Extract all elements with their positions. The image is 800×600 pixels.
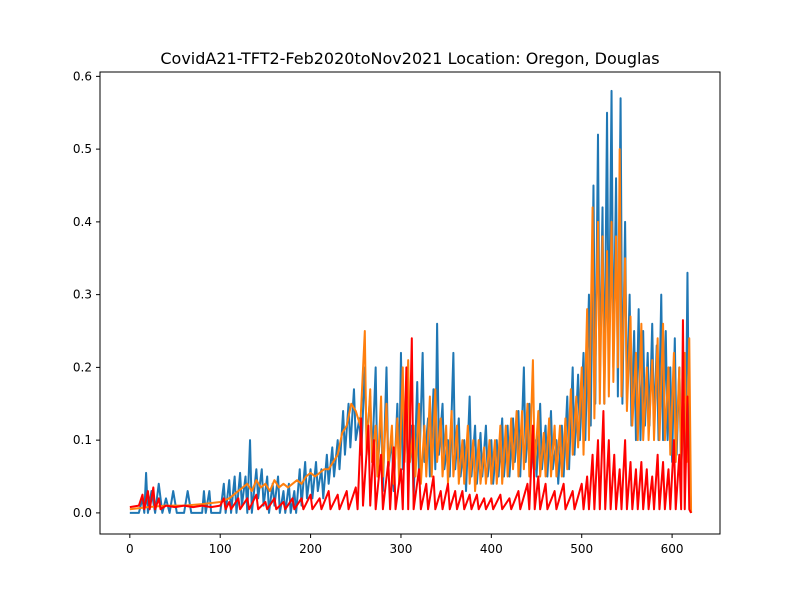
x-tick-label: 100 bbox=[209, 542, 232, 556]
series-line-2 bbox=[129, 148, 693, 513]
x-tick-label: 300 bbox=[390, 542, 413, 556]
y-axis: 0.0 0.1 0.2 0.3 0.4 0.5 0.6 bbox=[73, 69, 100, 520]
x-tick-label: 500 bbox=[570, 542, 593, 556]
y-tick-label: 0.0 bbox=[73, 506, 92, 520]
plot-frame bbox=[99, 71, 721, 535]
x-tick-label: 400 bbox=[480, 542, 503, 556]
x-tick-label: 200 bbox=[299, 542, 322, 556]
x-axis: 0 100 200 300 400 500 600 bbox=[126, 534, 684, 556]
y-tick-label: 0.3 bbox=[73, 288, 92, 302]
chart-title: CovidA21-TFT2-Feb2020toNov2021 Location:… bbox=[160, 49, 659, 68]
series-line-3 bbox=[129, 319, 692, 514]
y-tick-label: 0.4 bbox=[73, 215, 92, 229]
x-tick-label: 600 bbox=[661, 542, 684, 556]
y-tick-label: 0.1 bbox=[73, 433, 92, 447]
y-tick-label: 0.6 bbox=[73, 69, 92, 83]
series-layer bbox=[129, 89, 693, 514]
y-tick-label: 0.5 bbox=[73, 142, 92, 156]
x-tick-label: 0 bbox=[126, 542, 134, 556]
y-tick-label: 0.2 bbox=[73, 360, 92, 374]
